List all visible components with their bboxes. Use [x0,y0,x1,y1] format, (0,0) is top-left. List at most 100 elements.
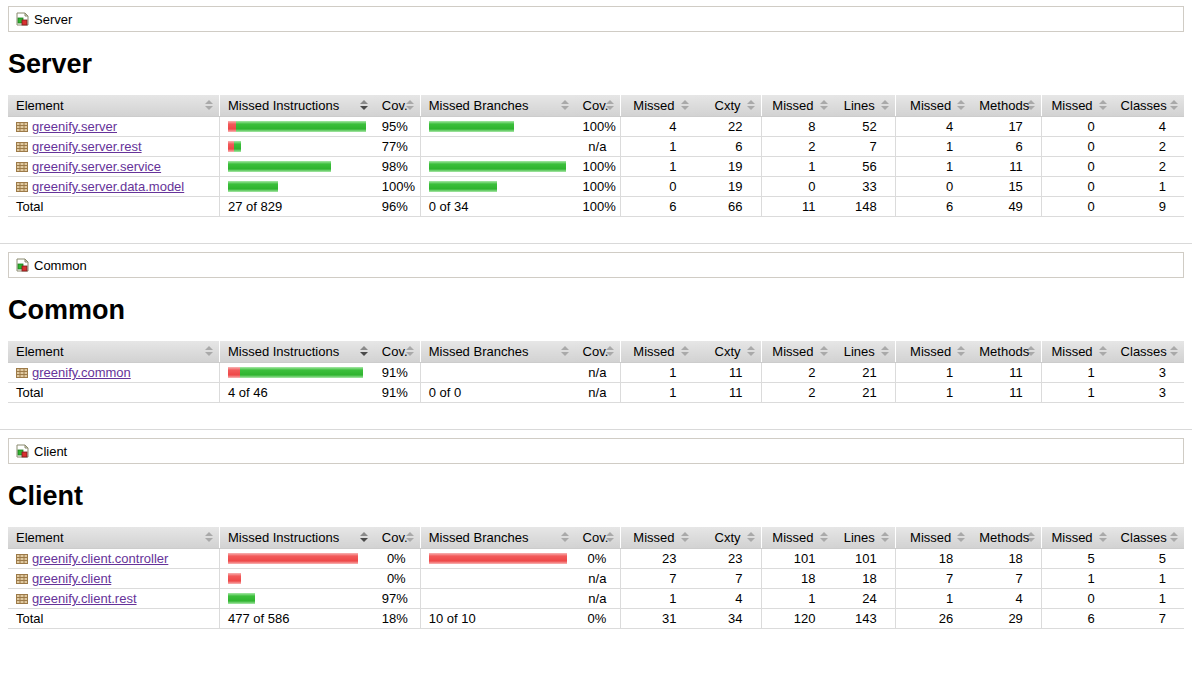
column-header-cov--4[interactable]: Cov. [575,527,621,549]
column-header-missed-7[interactable]: Missed [761,341,833,363]
column-header-element-0[interactable]: Element [8,527,219,549]
covered-bar-segment [228,593,255,604]
column-header-label: Methods [979,530,1029,545]
column-header-missed-9[interactable]: Missed [895,341,971,363]
breadcrumb: Server [8,6,1184,32]
column-header-missed-instructions-1[interactable]: Missed Instructions [219,95,373,117]
package-link[interactable]: greenify.common [32,365,131,380]
package-link[interactable]: greenify.server [32,119,117,134]
column-header-classes-12[interactable]: Classes [1113,527,1184,549]
column-header-cov--2[interactable]: Cov. [374,527,420,549]
coverage-section-server: Server Server ElementMissed Instructions… [8,6,1184,217]
sort-icon [820,100,828,110]
column-header-methods-10[interactable]: Methods [971,95,1041,117]
column-header-label: Missed [1051,98,1092,113]
column-header-cov--4[interactable]: Cov. [575,341,621,363]
column-header-missed-11[interactable]: Missed [1041,527,1112,549]
covered-bar-segment [228,161,331,172]
total-metric-cell: 143 [834,609,896,629]
column-header-element-0[interactable]: Element [8,95,219,117]
column-header-label: Classes [1121,98,1167,113]
column-header-lines-8[interactable]: Lines [834,341,896,363]
column-header-cov--2[interactable]: Cov. [374,95,420,117]
package-link[interactable]: greenify.client [32,571,111,586]
sort-icon [1099,346,1107,356]
column-header-methods-10[interactable]: Methods [971,527,1041,549]
covered-bar-segment [429,121,514,132]
column-header-missed-branches-3[interactable]: Missed Branches [420,95,574,117]
column-header-missed-9[interactable]: Missed [895,527,971,549]
sort-icon [205,100,213,110]
column-header-missed-11[interactable]: Missed [1041,341,1112,363]
column-header-missed-5[interactable]: Missed [621,95,695,117]
column-header-missed-5[interactable]: Missed [621,527,695,549]
column-header-missed-instructions-1[interactable]: Missed Instructions [219,341,373,363]
coverage-section-client: Client Client ElementMissed Instructions… [8,438,1184,629]
column-header-missed-branches-3[interactable]: Missed Branches [420,527,574,549]
table-row: greenify.common91%n/a11122111113 [8,363,1184,383]
metric-cell: 4 [895,117,971,137]
column-header-cxty-6[interactable]: Cxty [695,95,762,117]
total-instructions-cell: 27 of 829 [219,197,373,217]
covered-bar-segment [234,141,241,152]
instruction-coverage-cell: 95% [374,117,420,137]
breadcrumb-label: Server [34,12,72,27]
section-divider [0,429,1192,430]
missed-bar-segment [429,553,567,564]
total-metric-cell: 9 [1113,197,1184,217]
metric-cell: 11 [971,157,1041,177]
column-header-missed-9[interactable]: Missed [895,95,971,117]
branch-coverage-cell: 100% [575,177,621,197]
package-icon [16,141,28,153]
element-cell: greenify.server.rest [8,137,219,157]
element-cell: greenify.client.controller [8,549,219,569]
sort-icon [205,532,213,542]
missed-instructions-bar-cell [219,569,373,589]
metric-cell: 0 [621,177,695,197]
column-header-cxty-6[interactable]: Cxty [695,341,762,363]
package-icon [16,161,28,173]
column-header-missed-5[interactable]: Missed [621,341,695,363]
total-metric-cell: 2 [761,383,833,403]
column-header-element-0[interactable]: Element [8,341,219,363]
column-header-cxty-6[interactable]: Cxty [695,527,762,549]
column-header-cov--2[interactable]: Cov. [374,341,420,363]
column-header-missed-7[interactable]: Missed [761,95,833,117]
column-header-cov--4[interactable]: Cov. [575,95,621,117]
metric-cell: 6 [971,137,1041,157]
package-link[interactable]: greenify.server.data.model [32,179,184,194]
column-header-classes-12[interactable]: Classes [1113,95,1184,117]
column-header-lines-8[interactable]: Lines [834,527,896,549]
metric-cell: 1 [895,137,971,157]
total-metric-cell: 11 [971,383,1041,403]
instruction-coverage-cell: 97% [374,589,420,609]
column-header-label: Element [16,530,64,545]
total-instruction-coverage-cell: 96% [374,197,420,217]
total-metric-cell: 1 [895,383,971,403]
package-link[interactable]: greenify.server.rest [32,139,142,154]
package-link[interactable]: greenify.client.controller [32,551,168,566]
instruction-coverage-cell: 0% [374,549,420,569]
covered-bar-segment [228,181,278,192]
column-header-label: Cxty [715,98,741,113]
column-header-missed-instructions-1[interactable]: Missed Instructions [219,527,373,549]
sort-icon [1170,100,1178,110]
column-header-classes-12[interactable]: Classes [1113,341,1184,363]
metric-cell: 23 [621,549,695,569]
sort-icon [881,346,889,356]
column-header-label: Missed [633,530,674,545]
column-header-methods-10[interactable]: Methods [971,341,1041,363]
metric-cell: 1 [1113,569,1184,589]
column-header-lines-8[interactable]: Lines [834,95,896,117]
metric-cell: 15 [971,177,1041,197]
branch-coverage-cell: 0% [575,549,621,569]
table-row: greenify.client0%n/a7718187711 [8,569,1184,589]
column-header-missed-branches-3[interactable]: Missed Branches [420,341,574,363]
package-link[interactable]: greenify.client.rest [32,591,137,606]
total-metric-cell: 6 [1041,609,1112,629]
column-header-missed-11[interactable]: Missed [1041,95,1112,117]
metric-cell: 18 [971,549,1041,569]
package-link[interactable]: greenify.server.service [32,159,161,174]
column-header-missed-7[interactable]: Missed [761,527,833,549]
column-header-label: Missed Branches [429,98,529,113]
